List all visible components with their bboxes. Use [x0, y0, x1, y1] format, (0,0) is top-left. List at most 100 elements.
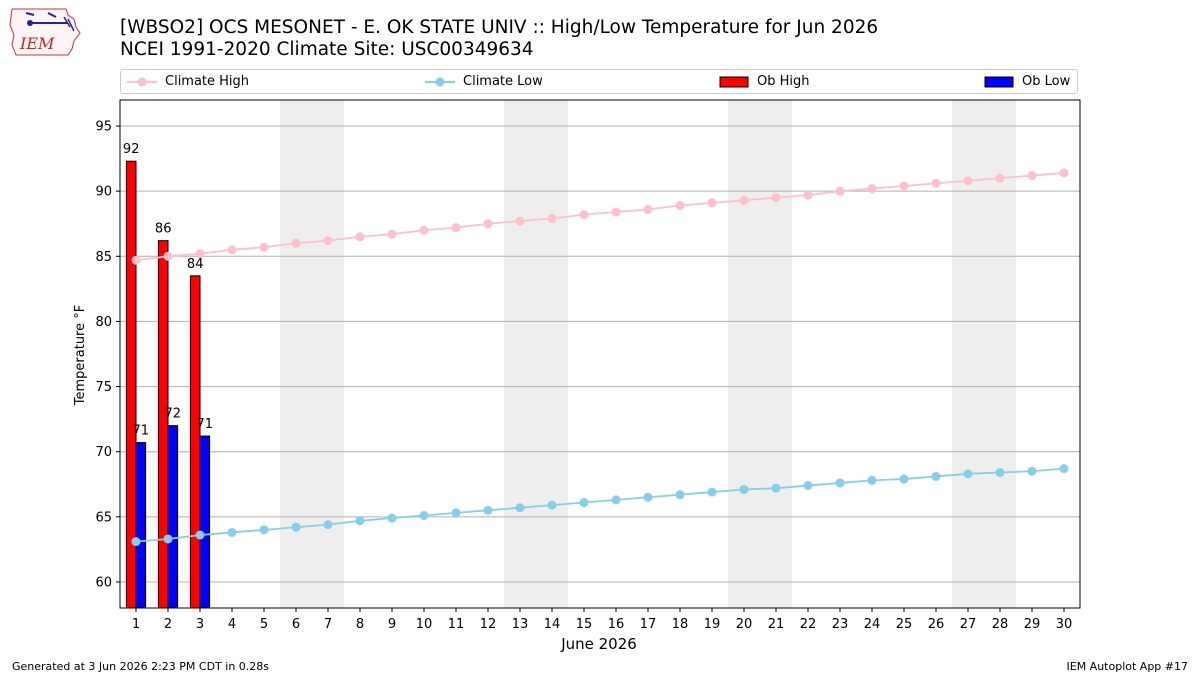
- x-tick-label: 23: [832, 617, 849, 632]
- legend-item-climate-high: Climate High: [127, 70, 249, 93]
- climate-high-point: [835, 186, 845, 196]
- climate-low-point: [259, 525, 269, 535]
- y-tick-label: 90: [95, 185, 112, 200]
- x-tick-label: 24: [864, 617, 881, 632]
- x-tick-label: 5: [260, 617, 268, 632]
- y-tick-label: 65: [95, 510, 112, 525]
- ob-low-bar: [135, 442, 147, 609]
- climate-high-point: [163, 251, 173, 261]
- title-line-2: NCEI 1991-2020 Climate Site: USC00349634: [120, 39, 534, 60]
- x-tick-label: 30: [1056, 617, 1073, 632]
- climate-high-point: [611, 207, 621, 217]
- legend-label: Climate Low: [463, 74, 543, 89]
- climate-low-point: [1059, 464, 1069, 474]
- climate-low-point: [131, 537, 141, 547]
- legend-label: Ob High: [757, 74, 810, 89]
- climate-low-point: [579, 497, 589, 507]
- climate-low-point: [771, 483, 781, 493]
- legend-label: Ob Low: [1022, 74, 1071, 89]
- climate-low-point: [483, 505, 493, 515]
- climate-high-point: [643, 204, 653, 214]
- climate-high-point: [355, 232, 365, 242]
- y-tick-label: 70: [95, 445, 112, 460]
- climate-high-point: [899, 181, 909, 191]
- x-tick-label: 1: [132, 617, 140, 632]
- legend-item-ob-high: Ob High: [719, 70, 810, 93]
- iem-logo: IEM: [8, 5, 82, 59]
- climate-low-point: [195, 530, 205, 540]
- x-tick-label: 13: [512, 617, 529, 632]
- climate-low-point: [227, 527, 237, 537]
- climate-low-point: [451, 508, 461, 518]
- legend-item-ob-low: Ob Low: [984, 70, 1070, 93]
- ob-high-bar: [157, 240, 169, 609]
- climate-high-point: [291, 238, 301, 248]
- x-tick-label: 3: [196, 617, 204, 632]
- x-tick-label: 20: [736, 617, 753, 632]
- x-axis-label: June 2026: [560, 635, 637, 653]
- climate-low-point: [291, 522, 301, 532]
- x-tick-label: 9: [388, 617, 396, 632]
- ob-high-bar: [189, 275, 201, 609]
- climate-high-point: [419, 225, 429, 235]
- ob-high-label: 84: [187, 257, 204, 272]
- x-tick-label: 6: [292, 617, 300, 632]
- y-tick-label: 80: [95, 315, 112, 330]
- climate-high-point: [675, 201, 685, 211]
- climate-low-point: [323, 520, 333, 530]
- climate-high-point: [867, 184, 877, 194]
- climate-low-point: [675, 490, 685, 500]
- climate-low-point: [931, 471, 941, 481]
- climate-high-point: [547, 214, 557, 224]
- x-tick-label: 22: [800, 617, 817, 632]
- svg-text:IEM: IEM: [19, 34, 55, 53]
- x-tick-label: 7: [324, 617, 332, 632]
- x-tick-label: 27: [960, 617, 977, 632]
- climate-high-point: [483, 219, 493, 229]
- x-tick-label: 2: [164, 617, 172, 632]
- title-line-1: [WBSO2] OCS MESONET - E. OK STATE UNIV :…: [120, 17, 879, 38]
- x-tick-label: 11: [448, 617, 465, 632]
- climate-high-point: [515, 216, 525, 226]
- climate-low-point: [355, 516, 365, 526]
- climate-low-point: [1027, 466, 1037, 476]
- weekend-shading: [728, 100, 792, 608]
- weekend-shading: [952, 100, 1016, 608]
- plot-frame: [119, 99, 1081, 609]
- climate-high-point: [323, 236, 333, 246]
- climate-high-point: [131, 255, 141, 265]
- x-tick-label: 17: [640, 617, 657, 632]
- x-tick-label: 4: [228, 617, 236, 632]
- climate-high-point: [387, 229, 397, 239]
- climate-low-point: [163, 534, 173, 544]
- y-tick-label: 95: [95, 120, 112, 135]
- ob-low-label: 71: [133, 424, 150, 439]
- climate-low-point: [867, 475, 877, 485]
- climate-low-point: [515, 503, 525, 513]
- climate-low-point: [739, 484, 749, 494]
- x-tick-label: 28: [992, 617, 1009, 632]
- y-tick-label: 60: [95, 575, 112, 590]
- climate-low-point: [995, 468, 1005, 478]
- climate-high-point: [995, 173, 1005, 183]
- climate-high-point: [739, 195, 749, 205]
- climate-low-point: [899, 474, 909, 484]
- x-tick-label: 18: [672, 617, 689, 632]
- climate-low-point: [643, 492, 653, 502]
- x-tick-label: 14: [544, 617, 561, 632]
- x-tick-label: 29: [1024, 617, 1041, 632]
- climate-low-point: [547, 500, 557, 510]
- climate-low-point: [963, 469, 973, 479]
- climate-low-line: [135, 467, 1065, 543]
- climate-high-point: [963, 176, 973, 186]
- climate-high-point: [771, 193, 781, 203]
- x-tick-label: 16: [608, 617, 625, 632]
- ob-low-label: 72: [165, 407, 182, 422]
- climate-high-point: [579, 210, 589, 220]
- climate-low-point: [387, 513, 397, 523]
- climate-low-point: [611, 495, 621, 505]
- climate-low-point: [707, 487, 717, 497]
- footer-app-text: IEM Autoplot App #17: [1066, 660, 1189, 673]
- chart-title: [WBSO2] OCS MESONET - E. OK STATE UNIV :…: [120, 17, 878, 61]
